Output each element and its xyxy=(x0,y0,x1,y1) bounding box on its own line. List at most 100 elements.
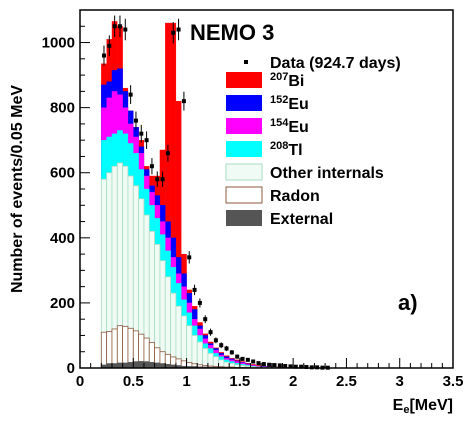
legend-swatch xyxy=(226,187,262,203)
data-point xyxy=(241,357,245,361)
legend-item-bi207: 207Bi xyxy=(226,71,304,90)
legend-label-text: Eu xyxy=(288,119,308,136)
legend-swatch xyxy=(244,60,248,64)
data-point xyxy=(262,362,266,366)
bar-external xyxy=(149,362,154,368)
panel-label: a) xyxy=(398,290,418,315)
legend-label-superscript: 152 xyxy=(270,94,288,106)
bar-radon xyxy=(117,326,122,368)
data-point xyxy=(177,28,181,32)
bar-external xyxy=(139,361,144,368)
y-tick-label: 1000 xyxy=(42,35,75,52)
data-point xyxy=(214,338,218,342)
y-tick-label: 800 xyxy=(50,100,75,117)
bar-external xyxy=(123,363,128,368)
bar-external xyxy=(144,361,149,368)
legend-label: 207Bi xyxy=(270,71,304,90)
data-point xyxy=(118,24,122,28)
legend-swatch xyxy=(226,210,262,226)
x-tick-label: 0.5 xyxy=(123,373,144,390)
bar-other xyxy=(197,342,202,368)
data-point xyxy=(235,355,239,359)
bar-external xyxy=(117,363,122,368)
bar-radon xyxy=(101,332,106,368)
legend-label: Other internals xyxy=(270,165,384,182)
data-point xyxy=(257,361,261,365)
legend-swatch xyxy=(226,95,262,111)
data-point xyxy=(182,99,186,103)
x-tick-label: 1.5 xyxy=(229,373,250,390)
bar-external xyxy=(133,361,138,368)
x-axis-label: Ee[MeV] xyxy=(393,397,453,416)
legend-item-external: External xyxy=(226,210,333,228)
legend-label-superscript: 208 xyxy=(270,140,288,152)
data-point xyxy=(193,288,197,292)
legend-swatch xyxy=(226,118,262,134)
x-tick-label: 3.5 xyxy=(443,373,464,390)
legend-label-superscript: 207 xyxy=(270,71,288,83)
data-point xyxy=(272,363,276,367)
chart-title: NEMO 3 xyxy=(190,20,274,45)
x-tick-label: 2 xyxy=(289,373,297,390)
legend-label: 152Eu xyxy=(270,94,309,113)
legend: Data (924.7 days)207Bi152Eu154Eu208TlOth… xyxy=(226,55,401,228)
data-point xyxy=(230,350,234,354)
data-point xyxy=(171,31,175,35)
legend-label: Radon xyxy=(270,188,320,205)
legend-label: Data (924.7 days) xyxy=(270,55,401,72)
legend-swatch xyxy=(226,164,262,180)
bar-radon xyxy=(123,326,128,368)
y-tick-label: 400 xyxy=(50,230,75,247)
x-tick-label: 1 xyxy=(182,373,190,390)
legend-label: 154Eu xyxy=(270,117,309,136)
legend-swatch xyxy=(226,72,262,88)
x-tick-label: 2.5 xyxy=(336,373,357,390)
data-point xyxy=(251,359,255,363)
y-axis-label: Number of events/0.05 MeV xyxy=(9,85,26,293)
data-point xyxy=(145,138,149,142)
y-tick-label: 0 xyxy=(67,360,75,377)
data-point xyxy=(203,317,207,321)
legend-label-text: Eu xyxy=(288,96,308,113)
data-point xyxy=(219,343,223,347)
bar-external xyxy=(128,362,133,368)
data-point xyxy=(102,54,106,58)
y-tick-label: 600 xyxy=(50,165,75,182)
data-point xyxy=(129,93,133,97)
data-point xyxy=(139,132,143,136)
legend-swatch xyxy=(226,141,262,157)
legend-item-eu152: 152Eu xyxy=(226,94,309,113)
data-point xyxy=(155,177,159,181)
legend-item-tl208: 208Tl xyxy=(226,140,303,159)
data-point xyxy=(166,151,170,155)
bar-radon xyxy=(112,329,117,368)
legend-item-radon: Radon xyxy=(226,187,320,205)
legend-label-text: Bi xyxy=(288,73,304,90)
data-point xyxy=(246,358,250,362)
bar-radon xyxy=(107,332,112,368)
bar-other xyxy=(181,316,186,368)
legend-label: 208Tl xyxy=(270,140,303,159)
legend-label-superscript: 154 xyxy=(270,117,289,129)
data-point xyxy=(198,301,202,305)
legend-item-other: Other internals xyxy=(226,164,384,182)
data-point xyxy=(134,119,138,123)
data-point xyxy=(209,330,213,334)
legend-item-eu154: 154Eu xyxy=(226,117,309,136)
y-tick-label: 200 xyxy=(50,295,75,312)
data-point xyxy=(113,24,117,28)
x-tick-label: 3 xyxy=(396,373,404,390)
legend-item-data: Data (924.7 days) xyxy=(244,55,401,72)
data-point xyxy=(150,164,154,168)
data-point xyxy=(225,346,229,350)
x-tick-label: 0 xyxy=(76,373,84,390)
legend-label-text: Tl xyxy=(288,142,302,159)
data-point xyxy=(267,363,271,367)
bar-external xyxy=(155,363,160,368)
data-point xyxy=(161,177,165,181)
data-point xyxy=(187,255,191,259)
data-point xyxy=(107,44,111,48)
data-point xyxy=(123,28,127,32)
